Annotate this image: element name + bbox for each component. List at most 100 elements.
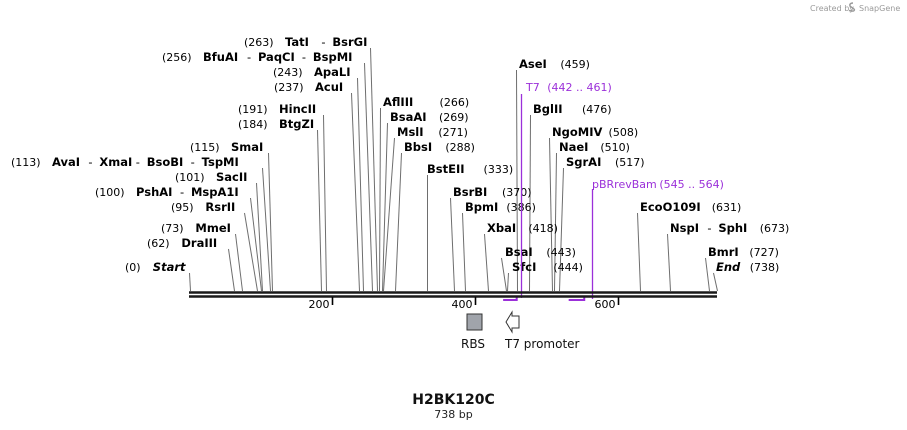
- site-position: (443): [546, 246, 576, 259]
- site-label-draiii[interactable]: (62) DraIII: [147, 236, 217, 250]
- primer-pbrrevbam[interactable]: pBRrevBam (545 .. 564): [568, 178, 724, 301]
- site-label-xbai[interactable]: XbaI (418): [487, 221, 558, 235]
- site-leader-btgzi: [317, 129, 322, 292]
- site-position: (263): [244, 36, 274, 49]
- enzyme-separator: -: [321, 35, 325, 49]
- site-position: (459): [560, 58, 590, 71]
- site-label-bsteii[interactable]: BstEII (333): [427, 162, 513, 176]
- site-position: (191): [238, 103, 268, 116]
- site-label-apali[interactable]: (243) ApaLI: [273, 65, 351, 79]
- site-label-ngomiv[interactable]: NgoMIV (508): [552, 125, 638, 139]
- site-leader-lines: [189, 47, 718, 292]
- enzyme-name: SmaI: [231, 140, 263, 154]
- site-leader-end: [713, 272, 718, 292]
- enzyme-name: DraIII: [181, 236, 217, 250]
- site-label-rsrii[interactable]: (95) RsrII: [171, 200, 235, 214]
- enzyme-name: MspA1I: [191, 185, 239, 199]
- site-label-nspi[interactable]: NspI - SphI (673): [670, 221, 789, 235]
- site-label-bmri[interactable]: BmrI (727): [708, 245, 779, 259]
- site-label-tati[interactable]: (263) TatI - BsrGI: [244, 35, 367, 49]
- enzyme-name: SfcI: [512, 260, 536, 274]
- site-leader-start: [189, 272, 191, 292]
- enzyme-name: RsrII: [205, 200, 235, 214]
- enzyme-name: BtgZI: [279, 117, 314, 131]
- site-leader-ecoo109i: [637, 212, 641, 292]
- site-label-bglii[interactable]: BglII (476): [533, 102, 612, 116]
- snapgene-watermark: Created by SnapGene: [810, 2, 900, 13]
- primer-t7[interactable]: T7 (442 .. 461): [503, 81, 612, 301]
- site-position: (0): [125, 261, 141, 274]
- site-label-btgzi[interactable]: (184) BtgZI: [238, 117, 314, 131]
- site-position: (517): [615, 156, 645, 169]
- site-label-asei[interactable]: AseI (459): [519, 57, 590, 71]
- enzyme-name: NaeI: [559, 140, 588, 154]
- ruler-tick-600: 600: [595, 297, 620, 311]
- site-label-bsai[interactable]: BsaI (443): [505, 245, 576, 259]
- site-label-mmei[interactable]: (73) MmeI: [161, 221, 231, 235]
- site-labels: (263) TatI - BsrGI(256) BfuAI - PaqCI - BspMI(24…: [11, 35, 789, 274]
- primer-range: (442 .. 461): [547, 81, 612, 94]
- site-label-naei[interactable]: NaeI (510): [559, 140, 630, 154]
- tick-label: 600: [595, 298, 616, 311]
- site-leader-bsrbi: [450, 197, 455, 292]
- site-label-afliii[interactable]: AflIII (266): [383, 95, 469, 109]
- enzyme-name: BsrGI: [332, 35, 367, 49]
- feature-label: T7 promoter: [504, 337, 580, 351]
- enzyme-name: SphI: [718, 221, 747, 235]
- site-label-bfuai[interactable]: (256) BfuAI - PaqCI - BspMI: [162, 50, 352, 64]
- enzyme-name: XmaI: [99, 155, 132, 169]
- ruler: 200 400 600: [309, 297, 620, 311]
- brand-name: SnapGene: [859, 4, 900, 13]
- feature-t7-promoter[interactable]: T7 promoter: [504, 310, 580, 351]
- promoter-arrow-icon: [505, 310, 520, 334]
- enzyme-name: AflIII: [383, 95, 413, 109]
- watermark-text: Created by: [810, 4, 854, 13]
- enzyme-name: MmeI: [195, 221, 231, 235]
- site-leader-bsaai: [382, 122, 388, 292]
- site-label-sgrai[interactable]: SgrAI (517): [566, 155, 645, 169]
- enzyme-name: BsrBI: [453, 185, 487, 199]
- site-label-end[interactable]: End (738): [716, 260, 779, 274]
- site-label-bsrbi[interactable]: BsrBI (370): [453, 185, 532, 199]
- site-leader-afliii: [379, 107, 381, 292]
- enzyme-separator: -: [191, 155, 195, 169]
- site-leader-mmei: [235, 233, 243, 292]
- site-leader-sfci: [507, 272, 509, 292]
- enzyme-name: AcuI: [315, 80, 343, 94]
- site-label-sacii[interactable]: (101) SacII: [175, 170, 247, 184]
- enzyme-name: BmrI: [708, 245, 739, 259]
- site-leader-tati: [370, 47, 378, 292]
- site-position: (115): [190, 141, 220, 154]
- site-label-acui[interactable]: (237) AcuI: [274, 80, 343, 94]
- site-leader-avai: [262, 167, 271, 292]
- tick-label: 200: [309, 298, 330, 311]
- site-leader-smai: [268, 152, 273, 292]
- site-label-msli[interactable]: MslI (271): [397, 125, 468, 139]
- sequence-length: 738 bp: [434, 408, 472, 421]
- site-label-pshai[interactable]: (100) PshAI - MspA1I: [95, 185, 239, 199]
- site-label-smai[interactable]: (115) SmaI: [190, 140, 263, 154]
- site-position: (101): [175, 171, 205, 184]
- site-label-sfci[interactable]: SfcI (444): [512, 260, 583, 274]
- site-label-bpmi[interactable]: BpmI (386): [465, 200, 536, 214]
- site-leader-bfuai: [364, 62, 373, 292]
- site-label-ecoo109i[interactable]: EcoO109I (631): [640, 200, 741, 214]
- enzyme-name: BspMI: [313, 50, 353, 64]
- ruler-tick-400: 400: [452, 297, 477, 311]
- feature-rbs[interactable]: RBS: [461, 313, 485, 351]
- site-leader-draiii: [228, 248, 235, 292]
- site-label-bsaai[interactable]: BsaAI (269): [390, 110, 469, 124]
- site-position: (95): [171, 201, 194, 214]
- enzyme-name: PshAI: [136, 185, 172, 199]
- site-label-bbsi[interactable]: BbsI (288): [404, 140, 475, 154]
- enzyme-name: BsaAI: [390, 110, 427, 124]
- feature-label: RBS: [461, 337, 485, 351]
- site-label-start[interactable]: (0) Start: [125, 260, 186, 274]
- site-label-avai[interactable]: (113) AvaI - XmaI - BsoBI - TspMI: [11, 155, 239, 169]
- site-leader-bglii: [529, 114, 531, 292]
- enzyme-name: NspI: [670, 221, 699, 235]
- site-label-hincii[interactable]: (191) HincII: [238, 102, 316, 116]
- snapgene-logo-icon: [848, 2, 856, 12]
- site-position: (738): [750, 261, 780, 274]
- enzyme-name: BsaI: [505, 245, 533, 259]
